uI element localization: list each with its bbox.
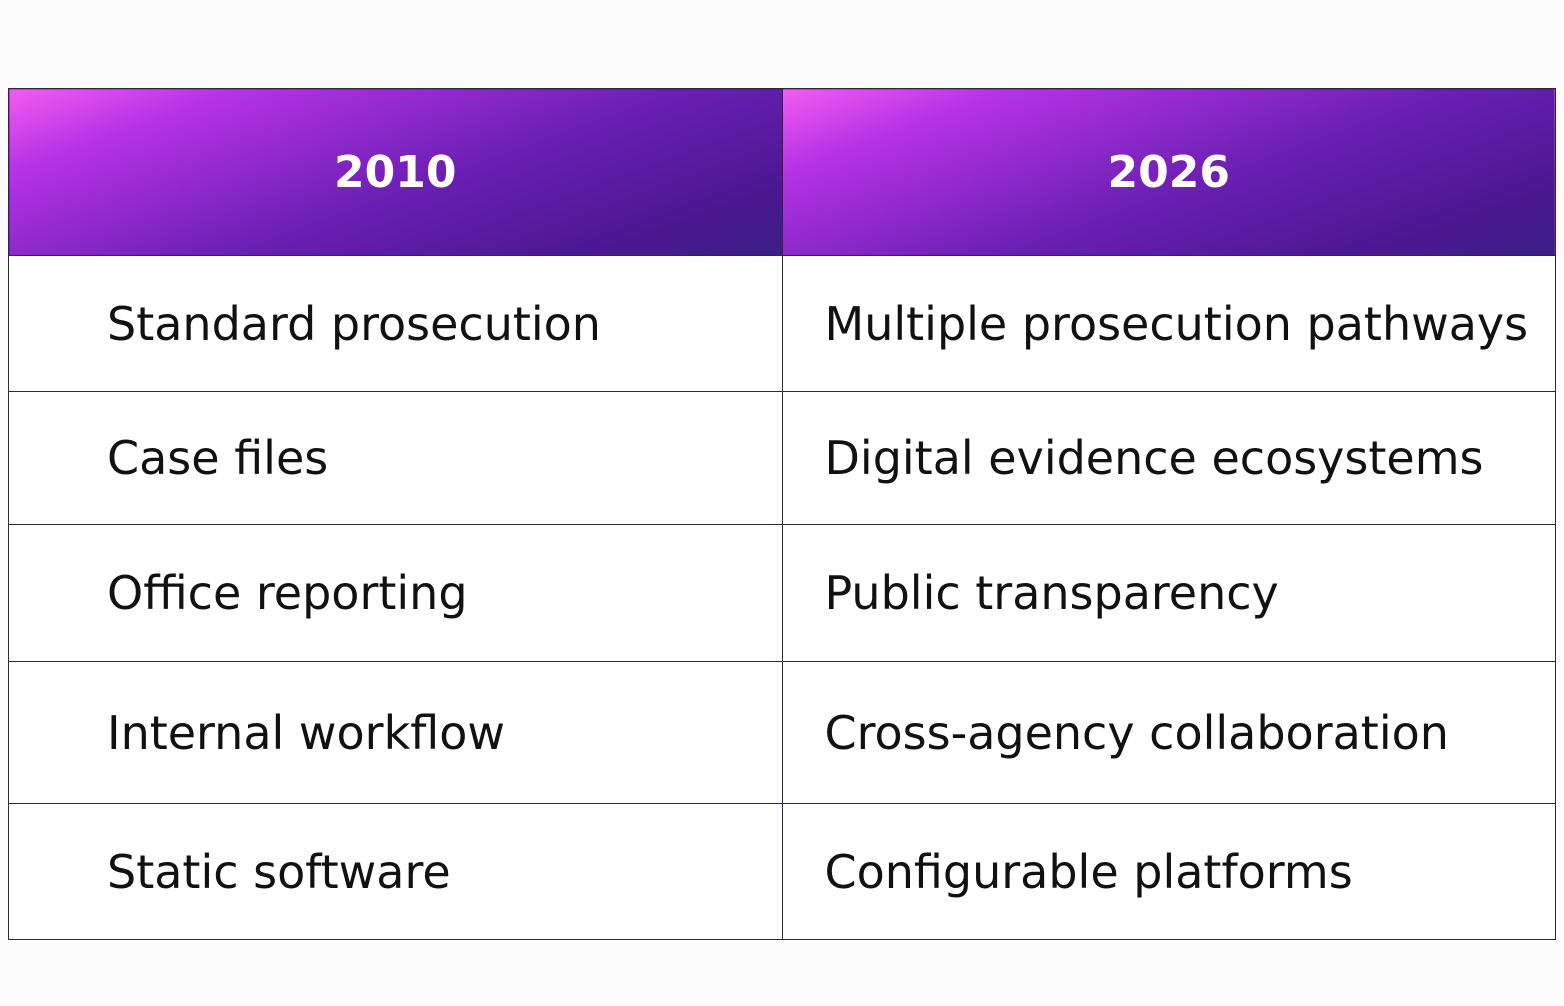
cell: Office reporting [8,524,783,662]
cell: Digital evidence ecosystems [781,391,1556,525]
cell: Configurable platforms [781,803,1556,940]
cell: Standard prosecution [8,255,783,392]
row: Case files Digital evidence ecosystems [8,391,1556,525]
row: Office reporting Public transparency [8,524,1556,662]
header-cell: 2026 [781,88,1556,256]
cell: Static software [8,803,783,940]
cell: Internal workflow [8,661,783,804]
comparison-table: 2010 2026 Standard prosecution Multiple pr… [8,88,1556,940]
header-cell: 2010 [8,88,783,256]
row: Standard prosecution Multiple prosecution… [8,255,1556,392]
cell: Cross-agency collaboration [781,661,1556,804]
cell: Public transparency [781,524,1556,662]
row: Internal workflow Cross-agency collaborat… [8,661,1556,804]
header-row: 2010 2026 [8,88,1556,256]
cell: Multiple prosecution pathways [781,255,1556,392]
table-body: Standard prosecution Multiple prosecution… [8,255,1556,940]
row: Static software Configurable platforms [8,803,1556,940]
cell: Case files [8,391,783,525]
